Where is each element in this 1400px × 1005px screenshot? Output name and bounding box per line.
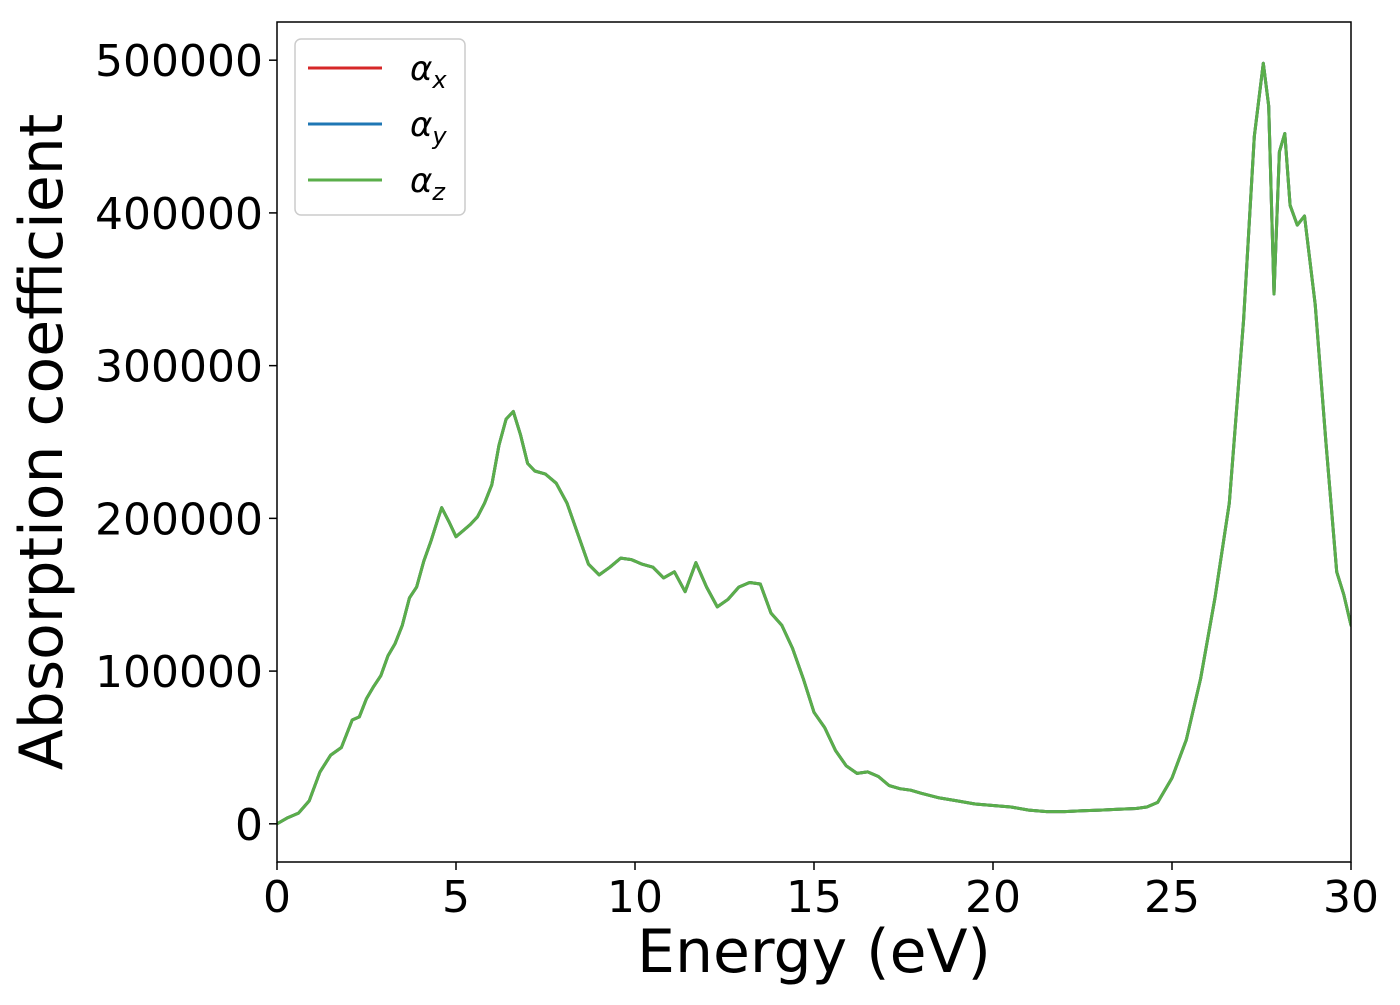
series-line-z [277,61,1351,826]
y-tick-label: 100000 [95,647,263,698]
x-tick-label: 15 [786,872,842,923]
y-tick-label: 0 [235,800,263,851]
y-tick-label: 500000 [95,36,263,87]
x-axis: 0 5 10 15 20 25 30 [263,862,1379,923]
x-tick-label: 20 [965,872,1021,923]
x-tick-label: 5 [442,872,470,923]
plot-area [277,61,1351,826]
y-tick-label: 400000 [95,189,263,240]
x-tick-label: 30 [1323,872,1379,923]
legend-box [294,38,466,216]
y-tick-label: 300000 [95,342,263,393]
x-tick-label: 0 [263,872,291,923]
x-tick-label: 25 [1144,872,1200,923]
y-tick-label: 200000 [95,494,263,545]
x-axis-title: Energy (eV) [637,917,991,987]
y-axis: 0 100000 200000 300000 400000 500000 [95,36,277,851]
x-tick-label: 10 [607,872,663,923]
y-axis-title: Absorption coefficient [7,114,77,771]
